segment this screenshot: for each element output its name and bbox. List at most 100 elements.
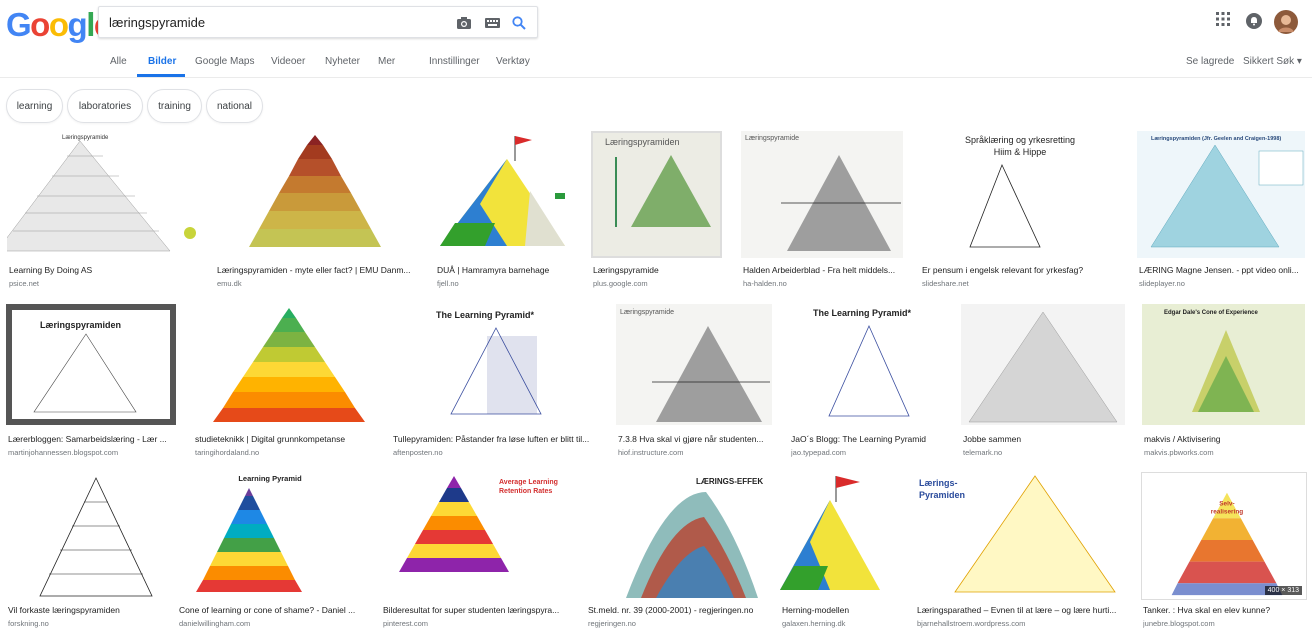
image-thumbnail[interactable]: Edgar Dale's Cone of Experience [1142,304,1305,425]
result-title[interactable]: Cone of learning or cone of shame? - Dan… [179,605,356,615]
result-title[interactable]: Bilderesultat for super studenten læring… [383,605,560,615]
result-title[interactable]: Vil forkaste læringspyramiden [8,605,120,615]
image-thumbnail[interactable] [193,304,373,425]
thumb-title: Edgar Dale's Cone of Experience [1164,310,1258,316]
result-title[interactable]: Læringspyramide [593,265,659,275]
result-title[interactable]: Tanker. : Hva skal en elev kunne? [1143,605,1271,615]
image-thumbnail[interactable]: Average Learning Retention Rates [381,472,569,600]
search-nav: Alle Bilder Google Maps Videoer Nyheter … [0,44,1312,78]
thumb-title: LÆRINGS-EFFEKT [696,477,763,486]
image-thumbnail[interactable] [961,304,1125,425]
image-thumbnail[interactable]: The Learning Pyramid* [789,304,944,425]
tab-all[interactable]: Alle [110,56,127,67]
thumb-subtitle: Retention Rates [499,488,552,495]
result-source[interactable]: martinjohannessen.blogspot.com [8,448,119,457]
avatar[interactable] [1274,10,1298,39]
saved-link[interactable]: Se lagrede [1186,56,1235,67]
image-thumbnail[interactable] [215,131,418,258]
thumb-subtitle: Hiim & Hippe [994,147,1047,157]
apps-grid-icon[interactable] [1216,12,1230,31]
result-source[interactable]: plus.google.com [593,279,648,288]
tab-maps[interactable]: Google Maps [195,56,255,67]
result-source[interactable]: emu.dk [217,279,242,288]
chip-training[interactable]: training [147,89,202,123]
result-source[interactable]: aftenposten.no [393,448,443,457]
image-thumbnail[interactable]: Læringspyramide [741,131,903,258]
result-source[interactable]: bjarnehallstroem.wordpress.com [917,619,1026,628]
image-thumbnail[interactable]: Læringspyramiden [591,131,722,258]
result-source[interactable]: danielwillingham.com [179,619,251,628]
result-source[interactable]: slideshare.net [922,279,969,288]
thumb-title: Læringspyramiden [605,137,680,147]
result-source[interactable]: regjeringen.no [588,619,636,628]
logo-letter: G [6,6,32,43]
result-title[interactable]: Halden Arbeiderblad - Fra helt middels..… [743,265,896,275]
result-source[interactable]: jao.typepad.com [791,448,847,457]
result-title[interactable]: Learning By Doing AS [9,265,93,275]
result-title[interactable]: St.meld. nr. 39 (2000-2001) - regjeringe… [588,605,754,615]
image-thumbnail[interactable]: Lærings- Pyramiden [915,472,1123,600]
image-thumbnail[interactable]: LÆRINGS-EFFEKT [586,472,763,600]
image-thumbnail[interactable] [6,472,160,600]
tab-news[interactable]: Nyheter [325,56,361,67]
chip-learning[interactable]: learning [6,89,63,123]
image-thumbnail[interactable]: Læringspyramiden [6,304,176,425]
result-source[interactable]: pinterest.com [383,619,429,628]
keyboard-icon[interactable] [483,14,501,32]
result-source[interactable]: makvis.pbworks.com [1144,448,1214,457]
image-thumbnail[interactable] [780,472,899,600]
result-title[interactable]: DUÅ | Hamramyra barnehage [437,265,550,275]
result-title[interactable]: makvis / Aktivisering [1144,434,1221,444]
settings-link[interactable]: Innstillinger [429,56,480,67]
thumb-title: Språklæring og yrkesretting [965,135,1075,145]
search-icon[interactable] [510,14,528,32]
image-thumbnail[interactable]: Læringspyramiden (Jfr. Geelen and Craige… [1137,131,1305,258]
result-source[interactable]: forskning.no [8,619,49,628]
tab-images[interactable]: Bilder [148,56,177,67]
result-title[interactable]: Jobbe sammen [963,434,1022,444]
tab-videos[interactable]: Videoer [271,56,306,67]
result-source[interactable]: galaxen.herning.dk [782,619,846,628]
google-logo[interactable]: Google [6,6,112,44]
result-title[interactable]: LÆRING Magne Jensen. - ppt video onli... [1139,265,1299,275]
image-thumbnail[interactable]: Learning Pyramid [177,472,363,600]
result-source[interactable]: fjell.no [437,279,459,288]
image-thumbnail[interactable]: Språklæring og yrkesretting Hiim & Hippe [920,131,1120,258]
image-thumbnail[interactable]: Læringspyramide [7,131,198,258]
result-source[interactable]: ha-halden.no [743,279,787,288]
safesearch-link[interactable]: Sikkert Søk ▾ [1243,56,1302,67]
search-input[interactable] [109,11,439,33]
result-source[interactable]: taringihordaland.no [195,448,260,457]
result-title[interactable]: studieteknikk | Digital grunnkompetanse [195,434,346,444]
chip-national[interactable]: national [206,89,263,123]
result-title[interactable]: Lærerbloggen: Samarbeidslæring - Lær ... [8,434,167,444]
logo-letter: o [30,6,50,43]
result-source[interactable]: slideplayer.no [1139,279,1185,288]
result-title[interactable]: Herning-modellen [782,605,850,615]
chip-laboratories[interactable]: laboratories [67,89,143,123]
result-title[interactable]: Læringspyramiden - myte eller fact? | EM… [217,265,411,275]
result-title[interactable]: Tullepyramiden: Påstander fra løse lufte… [393,434,590,444]
thumb-title: Learning Pyramid [238,474,302,483]
result-source[interactable]: junebre.blogspot.com [1143,619,1215,628]
result-source[interactable]: telemark.no [963,448,1003,457]
result-title[interactable]: 7.3.8 Hva skal vi gjøre når studenten... [618,434,764,444]
image-thumbnail[interactable]: The Learning Pyramid* [391,304,599,425]
result-source[interactable]: hiof.instructure.com [618,448,684,457]
thumb-subtitle: realisering [1211,508,1244,515]
tools-link[interactable]: Verktøy [496,56,530,67]
thumb-title: The Learning Pyramid* [436,310,535,320]
search-box[interactable] [98,6,538,38]
thumb-title: Læringspyramide [745,135,799,142]
tab-more[interactable]: Mer [378,56,396,67]
result-title[interactable]: Læringsparathed – Evnen til at lære – og… [917,605,1117,615]
result-source[interactable]: psice.net [9,279,40,288]
camera-icon[interactable] [455,14,473,32]
thumb-title: Selv- [1219,500,1234,507]
image-thumbnail[interactable]: Læringspyramide [616,304,772,425]
image-thumbnail[interactable] [435,131,574,258]
result-title[interactable]: JaO´s Blogg: The Learning Pyramid [791,434,926,444]
result-title[interactable]: Er pensum i engelsk relevant for yrkesfa… [922,265,1084,275]
image-thumbnail-selected[interactable]: Selv- realisering 400 × 313 [1141,472,1307,600]
notifications-icon[interactable] [1246,13,1262,34]
